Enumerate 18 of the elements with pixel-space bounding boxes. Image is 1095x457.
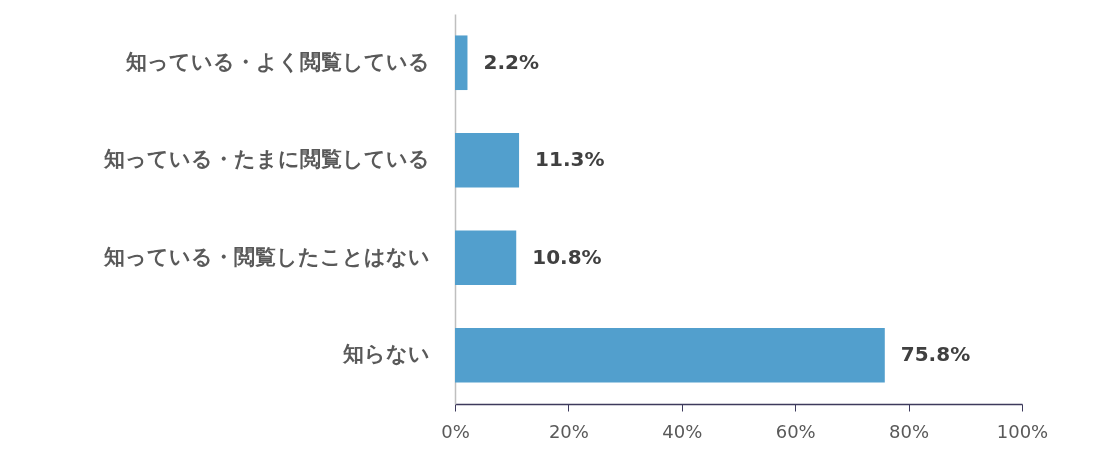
x-tick-label: 60% (775, 420, 816, 442)
bar (455, 327, 885, 383)
x-tick-label: 40% (662, 420, 703, 442)
bar (455, 35, 468, 91)
y-tick-label: 知っている・よく閲覧している (124, 49, 430, 74)
data-label: 11.3% (535, 147, 605, 172)
bar (455, 132, 520, 188)
y-tick-label: 知っている・閲覧したことはない (102, 244, 430, 269)
data-label: 2.2% (483, 49, 539, 74)
data-label: 75.8% (900, 342, 971, 367)
x-tick-label: 20% (548, 420, 589, 442)
data-label: 10.8% (532, 244, 602, 269)
x-tick-label: 0% (441, 420, 470, 442)
x-tick-label: 80% (889, 420, 930, 442)
x-tick-label: 100% (996, 420, 1049, 442)
bar (455, 230, 517, 286)
y-tick-label: 知らない (341, 342, 430, 367)
y-tick-label: 知っている・たまに閲覧している (102, 147, 430, 172)
